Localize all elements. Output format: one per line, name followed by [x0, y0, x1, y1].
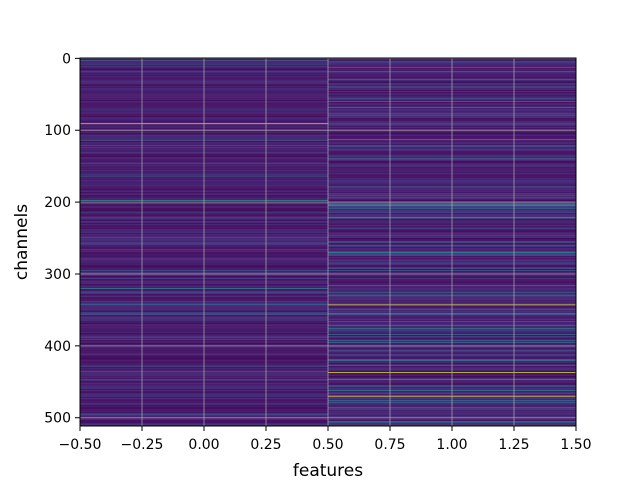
x-tick-label: 0.75	[374, 437, 405, 453]
x-tick-label: 0.25	[250, 437, 281, 453]
plot-area	[79, 57, 577, 427]
y-axis: 0 100 200 300 400 500	[44, 51, 80, 427]
y-tick-label: 0	[62, 51, 71, 67]
x-axis-label: features	[293, 461, 363, 480]
x-tick-label: −0.25	[121, 437, 164, 453]
y-tick-label: 300	[44, 267, 71, 283]
x-axis: −0.50 −0.25 0.00 0.25 0.50 0.75 1.00 1.25 1.50	[59, 426, 592, 453]
x-tick-label: 1.00	[436, 437, 467, 453]
y-tick-label: 100	[44, 123, 71, 139]
x-tick-label: −0.50	[59, 437, 102, 453]
y-tick-label: 500	[44, 411, 71, 427]
y-tick-label: 400	[44, 339, 71, 355]
y-axis-label: channels	[12, 204, 32, 280]
x-tick-label: 1.25	[498, 437, 529, 453]
x-tick-label: 1.50	[560, 437, 591, 453]
x-tick-label: 0.50	[312, 437, 343, 453]
x-tick-label: 0.00	[188, 437, 219, 453]
y-tick-label: 200	[44, 195, 71, 211]
